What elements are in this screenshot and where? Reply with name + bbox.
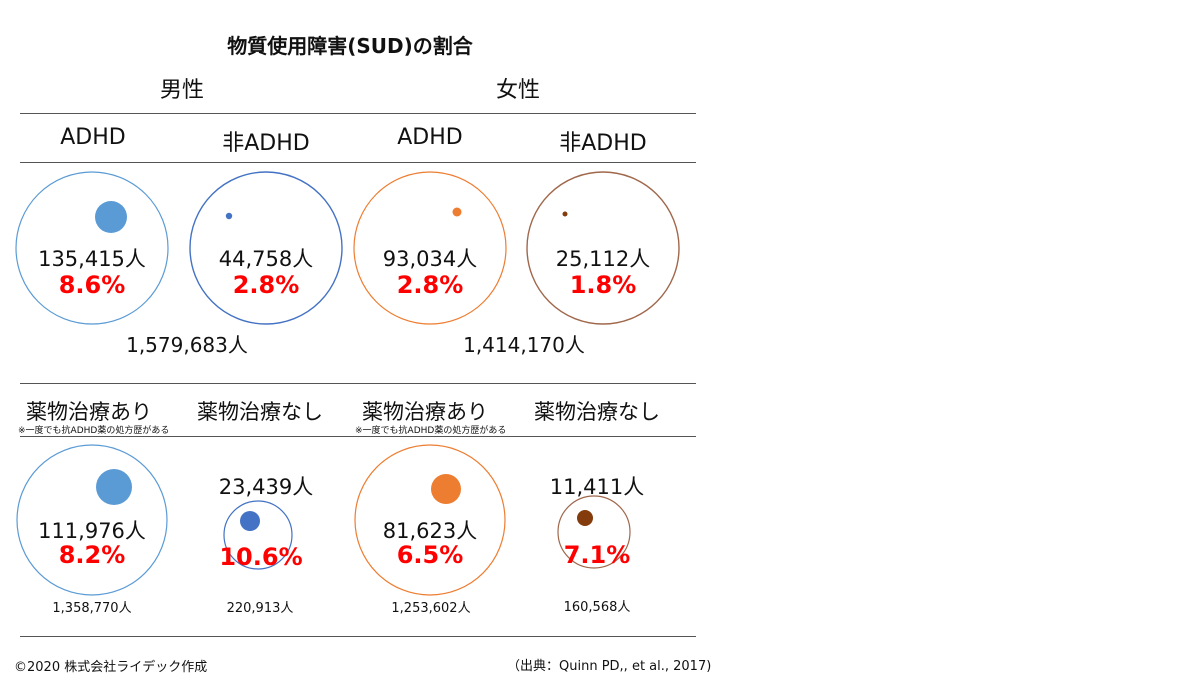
dot-male-non-adhd	[225, 212, 233, 220]
ring-female-untreated	[557, 495, 631, 569]
dot-female-non-adhd	[562, 211, 568, 217]
count-female-untreated: 11,411人	[549, 475, 645, 499]
total-male-untreated: 220,913人	[226, 601, 294, 616]
percent-male-untreated: 10.6%	[219, 543, 303, 571]
dot-female-untreated	[577, 510, 593, 526]
dot-female-treated	[431, 474, 461, 504]
ring-male-adhd	[15, 171, 169, 325]
total-female-treated: 1,253,602人	[391, 601, 471, 616]
percent-male-treated: 8.2%	[58, 541, 126, 569]
divider-line	[20, 436, 696, 437]
treatment-note-female: ※一度でも抗ADHD薬の処方歴がある	[355, 426, 507, 436]
divider-line	[20, 113, 696, 114]
percent-male-non-adhd: 2.8%	[232, 271, 300, 299]
percent-female-untreated: 7.1%	[563, 541, 631, 569]
ring-male-untreated	[223, 500, 293, 570]
divider-line	[20, 162, 696, 163]
column-header-female-adhd: ADHD	[397, 125, 463, 150]
count-male-treated: 111,976人	[38, 519, 146, 543]
ring-male-treated	[16, 444, 168, 596]
count-male-non-adhd: 44,758人	[218, 247, 314, 271]
count-male-adhd: 135,415人	[38, 247, 146, 271]
ring-female-adhd	[353, 171, 507, 325]
male-heading: 男性	[159, 78, 204, 103]
count-female-non-adhd: 25,112人	[555, 247, 651, 271]
male-population-total: 1,579,683人	[126, 333, 248, 357]
column-header-male-non-adhd: 非ADHD	[222, 131, 310, 156]
percent-female-adhd: 2.8%	[396, 271, 464, 299]
chart-title: 物質使用障害(SUD)の割合	[227, 34, 473, 58]
count-female-treated: 81,623人	[382, 519, 478, 543]
total-male-treated: 1,358,770人	[52, 601, 132, 616]
count-female-adhd: 93,034人	[382, 247, 478, 271]
source-citation: （出典：Quinn PD,, et al., 2017)	[507, 659, 712, 674]
female-population-total: 1,414,170人	[463, 333, 585, 357]
column-header-male-untreated: 薬物治療なし	[197, 400, 323, 424]
ring-male-non-adhd	[189, 171, 343, 325]
dot-male-untreated	[240, 511, 260, 531]
column-header-male-treated: 薬物治療あり	[26, 400, 152, 424]
column-header-female-untreated: 薬物治療なし	[534, 400, 660, 424]
count-male-untreated: 23,439人	[218, 475, 314, 499]
dot-male-treated	[96, 469, 132, 505]
dot-male-adhd	[95, 201, 127, 233]
ring-female-non-adhd	[526, 171, 680, 325]
divider-line	[20, 636, 696, 637]
treatment-note-male: ※一度でも抗ADHD薬の処方歴がある	[18, 426, 170, 436]
column-header-male-adhd: ADHD	[60, 125, 126, 150]
percent-female-treated: 6.5%	[396, 541, 464, 569]
dot-female-adhd	[452, 207, 462, 217]
ring-female-treated	[354, 444, 506, 596]
female-heading: 女性	[495, 78, 540, 103]
column-header-female-non-adhd: 非ADHD	[559, 131, 647, 156]
divider-line	[20, 383, 696, 384]
column-header-female-treated: 薬物治療あり	[362, 400, 488, 424]
percent-female-non-adhd: 1.8%	[569, 271, 637, 299]
percent-male-adhd: 8.6%	[58, 271, 126, 299]
copyright-text: ©2020 株式会社ライデック作成	[14, 660, 208, 675]
total-female-untreated: 160,568人	[563, 600, 631, 615]
